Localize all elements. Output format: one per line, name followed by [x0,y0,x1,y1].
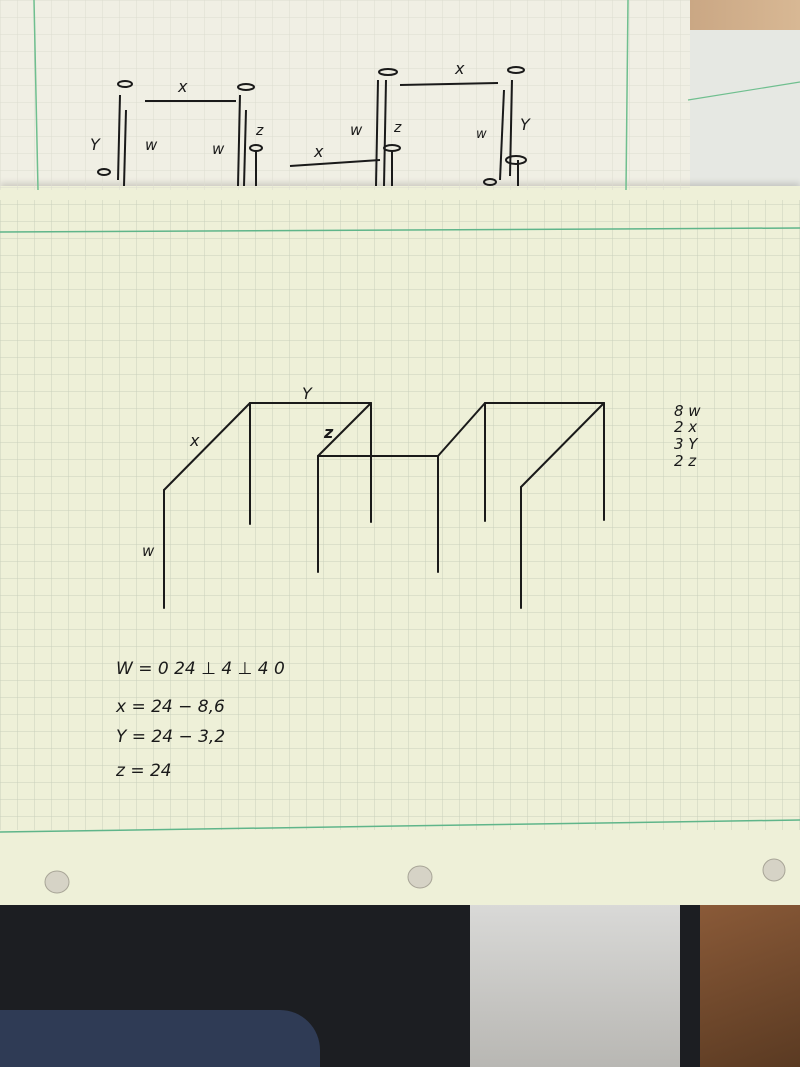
label-z: z [323,423,334,442]
back-label-w: w [145,136,158,154]
floor-light-area [470,905,680,1067]
back-margin-line [33,0,39,191]
back-label-z: z [393,120,402,136]
binder-hole [407,865,433,889]
count-item: 2 x [674,418,697,436]
binder-hole [762,858,786,882]
back-label-y: Y [90,135,101,154]
count-item: 3 Y [674,435,699,453]
count-item: 8 w [674,402,701,420]
count-item: 2 z [674,452,697,470]
counts-list: 8 w 2 x 3 Y 2 z [674,402,701,470]
back-label-w: w [350,121,363,139]
back-label-x: x [313,142,324,161]
top-margin-line [0,227,800,233]
label-x: x [189,431,200,450]
label-y: Y [302,384,313,403]
back-sheet-edge [680,30,800,210]
frame-labels: Y x z w [142,384,334,560]
sleeve [0,1010,320,1067]
back-label-y: Y [520,115,531,134]
back-label-z: z [255,123,264,139]
back-sheet-grid [0,0,690,190]
frame-sketch [163,402,605,609]
equation-x: x = 24 − 8,6 [115,697,225,717]
back-label-x: x [454,59,465,78]
back-margin-line-right [625,0,629,191]
back-sheet-labels: x x x Y Y w w w w z z [90,59,531,161]
equation-y: Y = 24 − 3,2 [116,727,225,747]
equation-z: z = 24 [115,761,172,781]
equation-w: W = 0 24 ⊥ 4 ⊥ 4 0 [116,659,285,679]
back-sheet-sketch [97,66,527,187]
label-w: w [142,542,155,560]
back-label-w: w [476,127,487,142]
bottom-margin-line [0,819,800,833]
front-sheet-grid [0,200,800,830]
binder-hole [44,870,70,894]
side-sheet-line [687,81,800,101]
glove [700,905,800,1067]
back-label-w: w [212,140,225,158]
equations: W = 0 24 ⊥ 4 ⊥ 4 0 x = 24 − 8,6 Y = 24 −… [115,659,285,781]
back-label-x: x [177,77,188,96]
